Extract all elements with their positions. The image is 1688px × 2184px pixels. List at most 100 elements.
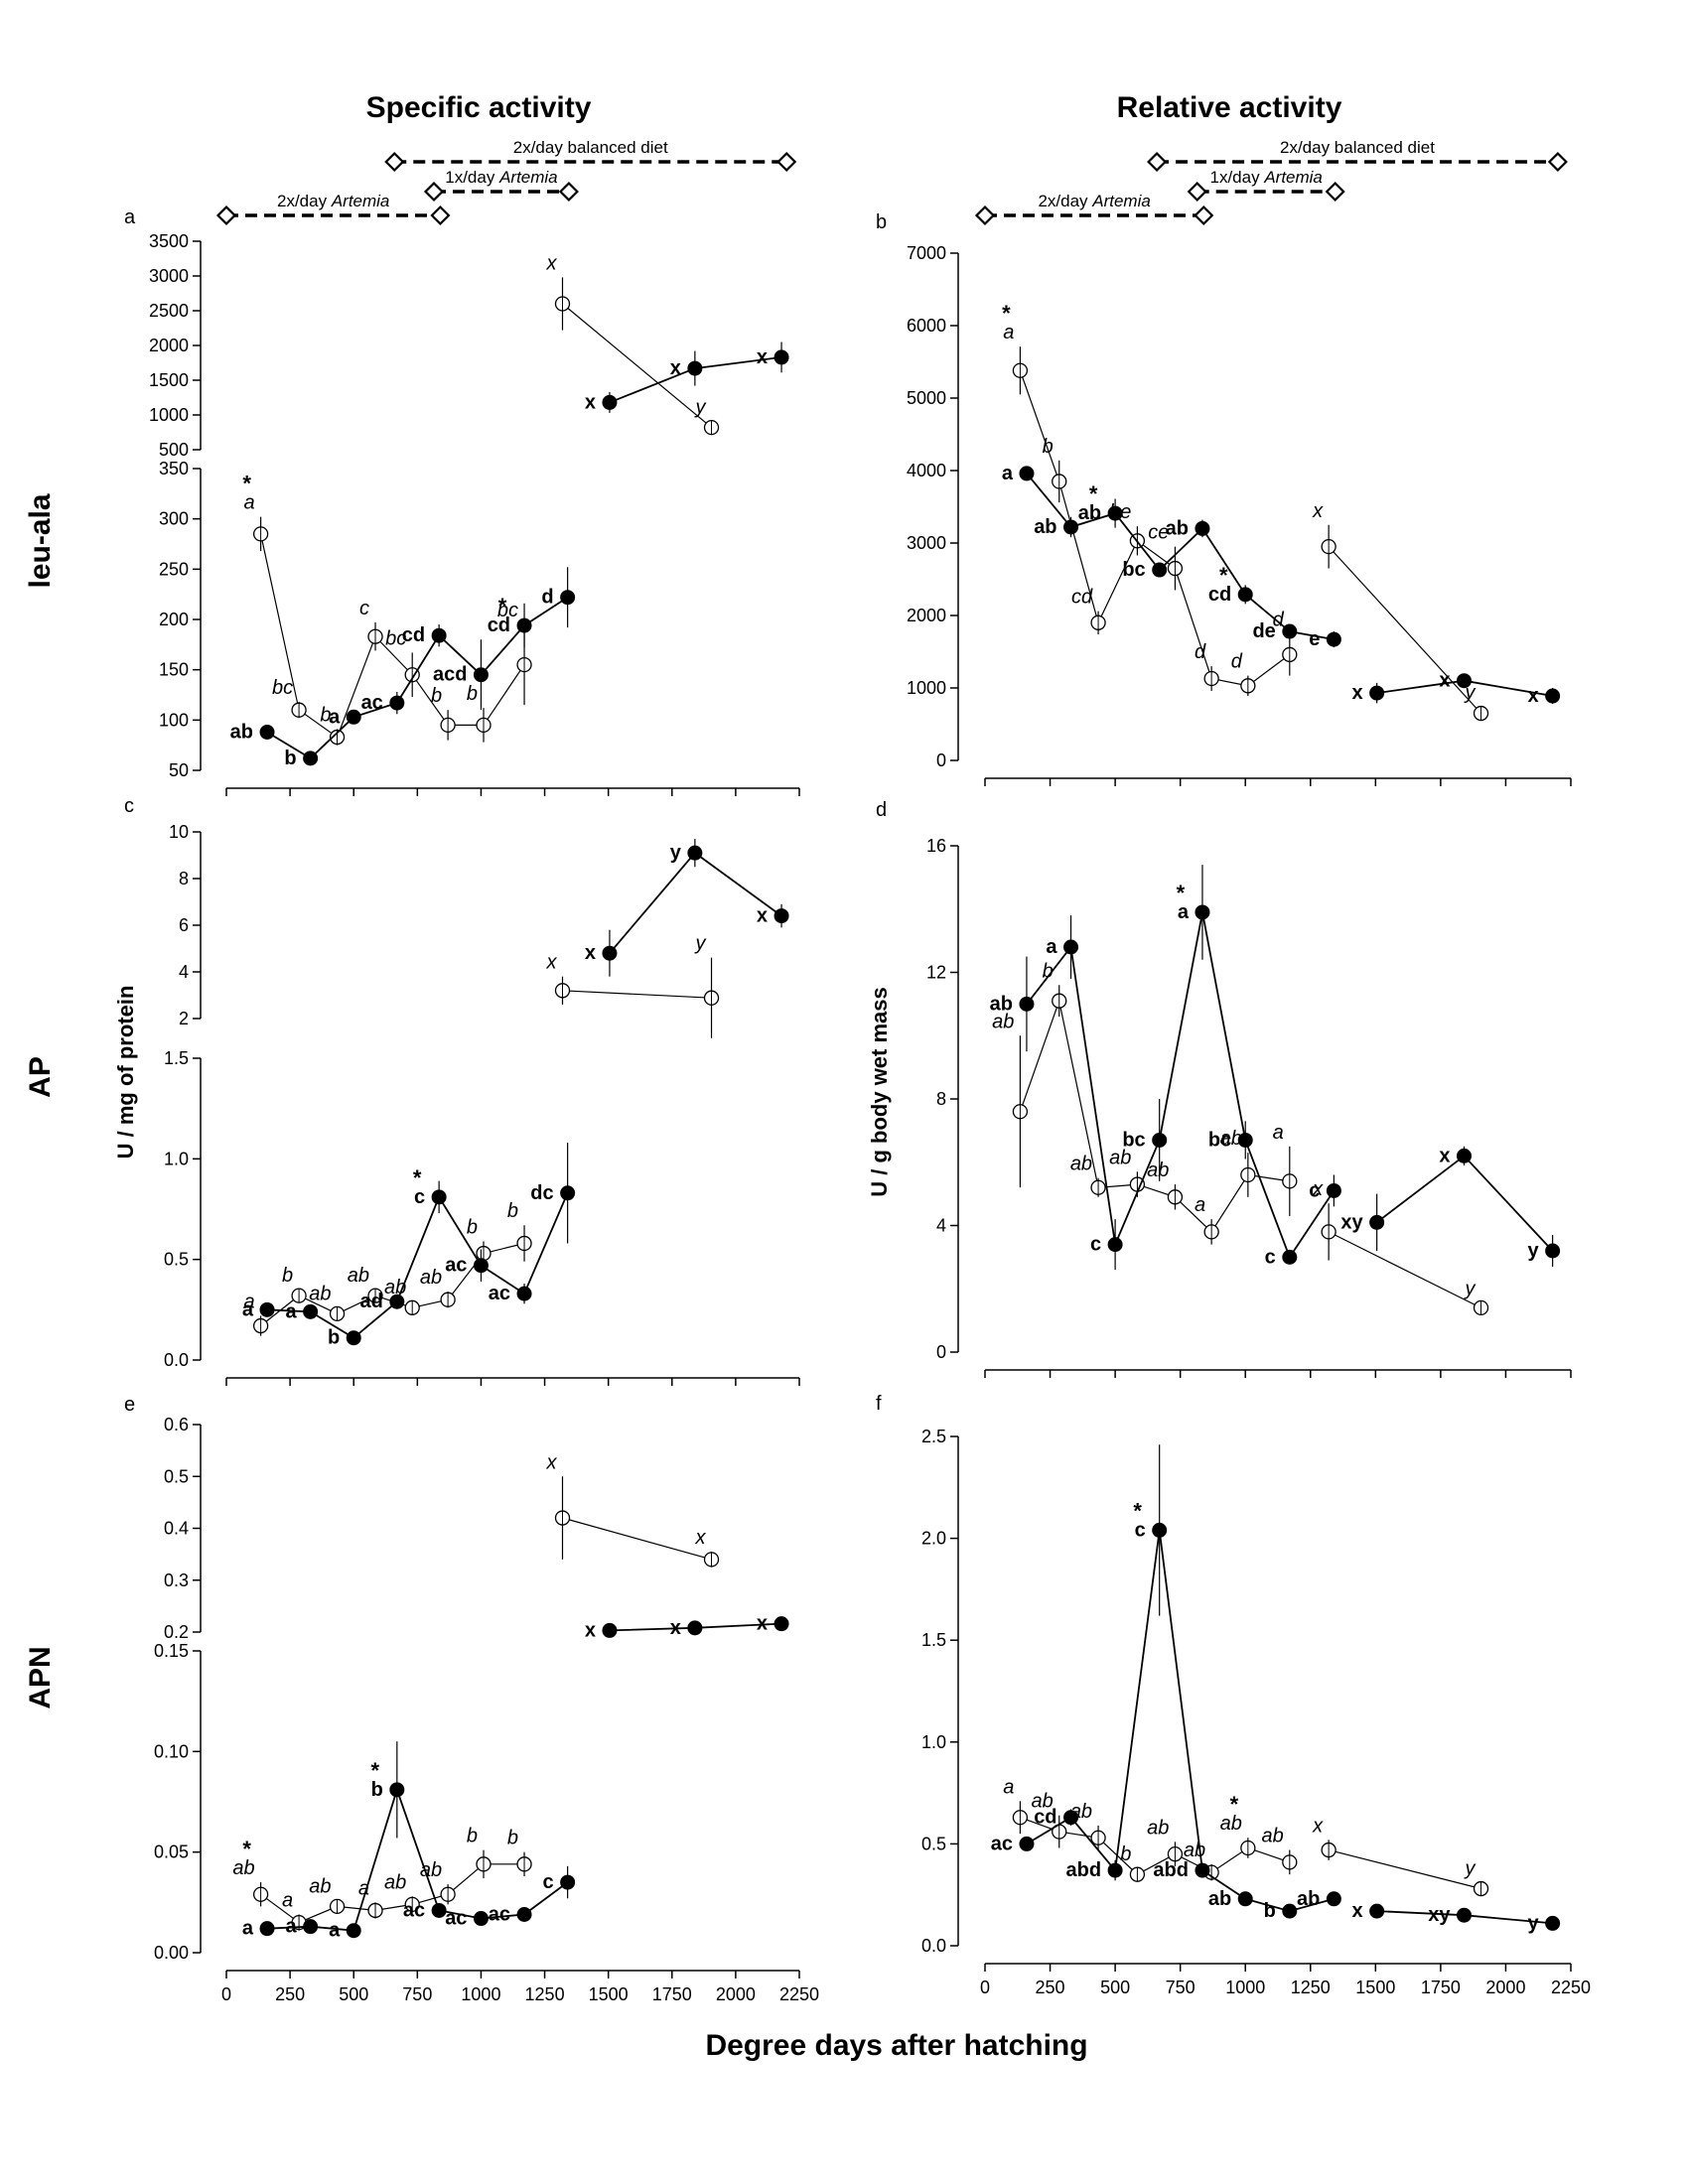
data-point-filled [602,394,618,410]
y-tick-label: 1000 [149,405,189,425]
data-point-filled [1019,466,1035,481]
significance-label: ac [445,1908,467,1930]
x-axis-title: Degree days after hatching [705,2029,1087,2062]
data-point-filled [1152,562,1168,578]
significance-label: ab [309,1283,331,1304]
data-point-filled [1326,1891,1341,1907]
significance-label: x [1312,500,1324,522]
significance-label: x [670,357,681,379]
y-tick-label: 0 [936,1342,946,1362]
y-tick-label: 2.0 [921,1529,946,1549]
data-point-filled [1107,1237,1123,1253]
significance-label: ab [1147,1817,1169,1839]
data-point-filled [473,1258,489,1274]
significance-label: a [1002,463,1014,484]
data-point-filled [602,1622,618,1638]
y-tick-label: 2000 [907,606,946,625]
data-point-filled [473,1911,489,1927]
panel-b-chart: b01000200030004000500060007000a*bcdbeced… [876,211,1572,786]
regime-label-italic: Artemia [331,192,390,210]
data-point-filled [1456,1148,1472,1163]
data-point-filled [1369,1214,1385,1230]
regime-label: 1x/day Artemia [1210,168,1323,187]
significance-star: * [1219,563,1228,588]
data-point-filled [774,1616,789,1632]
y-tick-label: 2 [179,1009,189,1028]
panel-letter: f [876,1393,882,1415]
series-line-filled [1026,911,1336,1260]
x-tick-label: 500 [1100,1978,1130,1997]
significance-label: a [286,1300,298,1322]
x-tick-label: 1250 [1291,1978,1331,1997]
significance-label: x [1352,1900,1363,1922]
significance-star: * [1002,301,1011,326]
significance-label: y [694,396,707,418]
y-tick-label: 250 [159,559,189,579]
significance-label: x [1312,1815,1324,1837]
data-point-filled [1019,996,1035,1012]
data-point-filled [346,709,361,725]
y-tick-label: 0.0 [921,1936,946,1956]
significance-label: ab [1070,1154,1092,1175]
significance-label: b [282,1265,293,1287]
regime-end-diamond [974,205,996,226]
significance-label: ab [1220,1813,1242,1835]
significance-label: bc [1208,1129,1231,1151]
x-tick-label: 500 [339,1984,368,2004]
y-tick-label: 1.0 [921,1732,946,1752]
significance-label: x [1528,685,1539,707]
data-point-filled [303,751,319,766]
significance-label: a [282,1889,293,1911]
significance-label: xy [1428,1904,1451,1926]
significance-star: * [371,1758,380,1783]
significance-label: a [1003,1776,1014,1798]
significance-label: x [585,1619,596,1641]
significance-label: ab [1220,1128,1242,1150]
significance-label: b [1043,436,1054,458]
significance-label: y [694,933,707,955]
significance-label: a [242,1298,254,1320]
data-point-filled [516,1286,532,1301]
series-line-open [1328,1231,1481,1308]
y-tick-label: 150 [159,660,189,680]
x-tick-label: 2000 [716,1984,756,2004]
significance-label: abd [1153,1859,1189,1881]
significance-label: a [329,706,341,728]
data-point-filled [1107,1862,1123,1878]
significance-label: x [1439,1145,1450,1166]
significance-label: ab [420,1859,442,1881]
significance-label: b [1120,1843,1131,1865]
significance-label: x [585,942,596,964]
data-point-filled [1282,1249,1298,1265]
regime-end-diamond [1547,151,1568,173]
significance-label: cd [1071,587,1093,609]
regime-label-prefix: 1x/day [445,168,499,187]
data-point-filled [1063,519,1079,535]
significance-label: ab [1034,516,1056,538]
significance-label: ab [1109,1147,1131,1168]
y-tick-label: 0 [936,751,946,770]
regime-label: 2x/day balanced diet [1280,138,1435,157]
x-tick-label: 1500 [589,1984,629,2004]
data-point-filled [602,945,618,961]
data-point-filled [1195,904,1210,920]
y-tick-label: 1500 [149,370,189,390]
data-point-filled [1237,1891,1253,1907]
data-point-filled [1369,1903,1385,1919]
significance-label: abd [1066,1859,1102,1881]
significance-label: dc [530,1182,553,1204]
significance-label: ab [1262,1826,1284,1847]
significance-label: x [546,1451,558,1473]
y-tick-label: 8 [179,869,189,888]
y-tick-label: 300 [159,509,189,529]
data-point-filled [1456,673,1472,689]
data-point-filled [774,908,789,924]
x-tick-label: 250 [275,1984,305,2004]
data-point-filled [1456,1907,1472,1923]
significance-label: x [670,1617,681,1639]
y-tick-label: 10 [169,822,189,842]
data-point-filled [259,724,275,740]
significance-label: ad [359,1291,382,1312]
significance-label: ab [232,1857,254,1879]
